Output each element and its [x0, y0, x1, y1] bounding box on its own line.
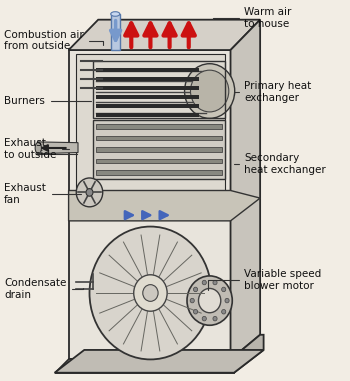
Polygon shape — [97, 86, 199, 90]
Circle shape — [86, 189, 93, 196]
Text: Burners: Burners — [4, 96, 91, 106]
Circle shape — [194, 309, 198, 314]
Polygon shape — [69, 190, 260, 221]
Circle shape — [202, 280, 206, 285]
Polygon shape — [55, 359, 234, 373]
Text: Warm air
to house: Warm air to house — [213, 7, 292, 29]
Polygon shape — [97, 159, 222, 163]
Polygon shape — [97, 136, 222, 141]
Polygon shape — [69, 50, 231, 359]
Text: Condensate
drain: Condensate drain — [4, 279, 83, 300]
Ellipse shape — [111, 12, 120, 16]
Polygon shape — [69, 20, 260, 50]
Circle shape — [76, 178, 103, 207]
Polygon shape — [97, 125, 222, 129]
Polygon shape — [97, 113, 199, 117]
Circle shape — [134, 275, 167, 311]
Circle shape — [202, 316, 206, 321]
Circle shape — [194, 287, 198, 292]
Polygon shape — [97, 77, 199, 81]
Polygon shape — [97, 95, 199, 99]
Polygon shape — [97, 104, 199, 108]
Circle shape — [190, 298, 194, 303]
Polygon shape — [93, 120, 225, 179]
Circle shape — [213, 316, 217, 321]
Polygon shape — [55, 350, 264, 373]
Polygon shape — [111, 14, 120, 50]
Polygon shape — [97, 147, 222, 152]
Text: Combustion air
from outside: Combustion air from outside — [4, 30, 103, 51]
Circle shape — [90, 227, 211, 359]
Polygon shape — [97, 67, 199, 72]
Circle shape — [187, 276, 232, 325]
Circle shape — [198, 288, 221, 313]
Text: Variable speed
blower motor: Variable speed blower motor — [208, 269, 322, 290]
Text: Exhaust
fan: Exhaust fan — [4, 184, 80, 205]
Polygon shape — [231, 335, 264, 373]
Text: Exhaust
to outside: Exhaust to outside — [4, 138, 69, 160]
Polygon shape — [76, 54, 225, 190]
Text: Primary heat
exchanger: Primary heat exchanger — [234, 81, 312, 102]
Circle shape — [184, 64, 235, 118]
Polygon shape — [97, 170, 222, 175]
Circle shape — [213, 280, 217, 285]
Circle shape — [225, 298, 229, 303]
Text: Secondary
heat exchanger: Secondary heat exchanger — [234, 153, 326, 175]
Ellipse shape — [35, 142, 41, 154]
Circle shape — [143, 285, 158, 301]
Polygon shape — [38, 142, 78, 154]
Circle shape — [222, 287, 226, 292]
Circle shape — [190, 70, 229, 112]
Polygon shape — [231, 20, 260, 359]
Circle shape — [222, 309, 226, 314]
